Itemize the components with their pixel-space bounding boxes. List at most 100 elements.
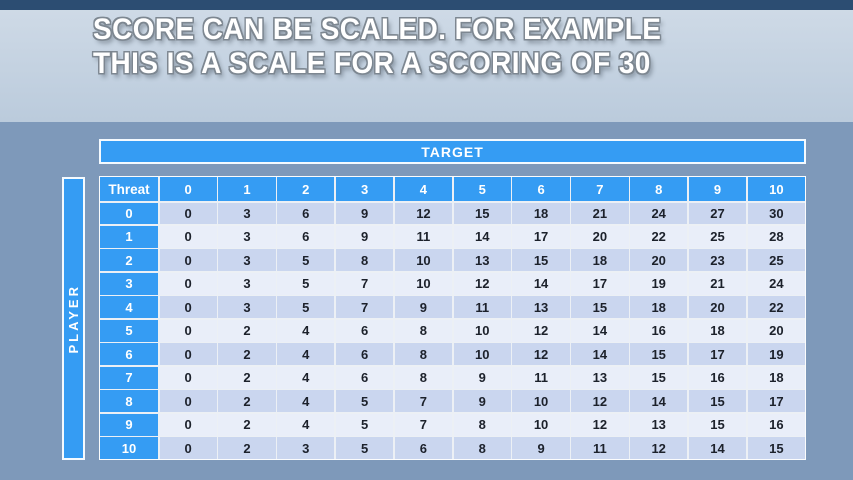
score-cell-r10-c5: 8 — [453, 437, 511, 459]
score-cell-r3-c5: 12 — [453, 272, 511, 295]
score-cell-r6-c8: 15 — [630, 343, 688, 366]
score-cell-r6-c6: 12 — [512, 343, 570, 366]
score-cell-r4-c3: 7 — [335, 296, 394, 319]
score-cell-r0-c2: 6 — [277, 202, 335, 225]
score-cell-r0-c9: 27 — [688, 202, 747, 225]
score-cell-r7-c4: 8 — [394, 366, 453, 389]
score-cell-r5-c6: 12 — [512, 319, 570, 342]
score-cell-r1-c5: 14 — [453, 225, 511, 248]
threat-row-header-0: 0 — [100, 202, 158, 225]
title-band: SCORE CAN BE SCALED. FOR EXAMPLE THIS IS… — [0, 10, 853, 122]
score-cell-r0-c0: 0 — [159, 202, 217, 225]
threat-row-header-9: 9 — [100, 413, 158, 436]
score-cell-r6-c9: 17 — [688, 343, 747, 366]
score-cell-r3-c6: 14 — [512, 272, 570, 295]
target-col-header-3: 3 — [335, 177, 394, 201]
score-cell-r7-c5: 9 — [453, 366, 511, 389]
score-cell-r6-c2: 4 — [277, 343, 335, 366]
score-cell-r10-c3: 5 — [335, 437, 394, 459]
score-cell-r5-c10: 20 — [747, 319, 805, 342]
target-col-header-9: 9 — [688, 177, 747, 201]
score-cell-r9-c7: 12 — [571, 413, 629, 436]
score-cell-r5-c1: 2 — [218, 319, 276, 342]
score-cell-r3-c3: 7 — [335, 272, 394, 295]
score-cell-r9-c6: 10 — [512, 413, 570, 436]
score-cell-r8-c9: 15 — [688, 390, 747, 413]
target-col-header-5: 5 — [453, 177, 511, 201]
score-cell-r1-c0: 0 — [159, 225, 217, 248]
score-cell-r9-c9: 15 — [688, 413, 747, 436]
score-cell-r6-c10: 19 — [747, 343, 805, 366]
score-cell-r3-c10: 24 — [747, 272, 805, 295]
score-cell-r7-c3: 6 — [335, 366, 394, 389]
score-cell-r0-c3: 9 — [335, 202, 394, 225]
threat-row-header-6: 6 — [100, 343, 158, 366]
score-cell-r10-c9: 14 — [688, 437, 747, 459]
score-cell-r2-c6: 15 — [512, 249, 570, 272]
title-line-1: SCORE CAN BE SCALED. FOR EXAMPLE — [93, 13, 662, 46]
threat-row-header-10: 10 — [100, 437, 158, 459]
target-col-header-0: 0 — [159, 177, 217, 201]
score-cell-r0-c5: 15 — [453, 202, 511, 225]
score-cell-r7-c6: 11 — [512, 366, 570, 389]
score-cell-r8-c5: 9 — [453, 390, 511, 413]
score-cell-r7-c9: 16 — [688, 366, 747, 389]
score-cell-r5-c0: 0 — [159, 319, 217, 342]
score-cell-r7-c1: 2 — [218, 366, 276, 389]
score-cell-r2-c4: 10 — [394, 249, 453, 272]
top-accent-bar — [0, 0, 853, 10]
score-cell-r4-c5: 11 — [453, 296, 511, 319]
score-cell-r3-c8: 19 — [630, 272, 688, 295]
score-cell-r5-c8: 16 — [630, 319, 688, 342]
score-cell-r8-c2: 4 — [277, 390, 335, 413]
threat-row-header-8: 8 — [100, 390, 158, 413]
score-cell-r10-c7: 11 — [571, 437, 629, 459]
score-cell-r4-c4: 9 — [394, 296, 453, 319]
score-cell-r1-c2: 6 — [277, 225, 335, 248]
score-cell-r8-c4: 7 — [394, 390, 453, 413]
target-col-header-10: 10 — [747, 177, 805, 201]
score-cell-r9-c5: 8 — [453, 413, 511, 436]
score-cell-r2-c10: 25 — [747, 249, 805, 272]
score-cell-r7-c0: 0 — [159, 366, 217, 389]
score-cell-r6-c4: 8 — [394, 343, 453, 366]
threat-row-header-2: 2 — [100, 249, 158, 272]
score-cell-r4-c10: 22 — [747, 296, 805, 319]
score-cell-r1-c6: 17 — [512, 225, 570, 248]
score-cell-r10-c8: 12 — [630, 437, 688, 459]
score-cell-r8-c10: 17 — [747, 390, 805, 413]
score-cell-r8-c7: 12 — [571, 390, 629, 413]
score-cell-r10-c10: 15 — [747, 437, 805, 459]
player-axis-header: PLAYER — [62, 177, 85, 460]
score-cell-r1-c10: 28 — [747, 225, 805, 248]
score-cell-r2-c1: 3 — [218, 249, 276, 272]
score-cell-r4-c7: 15 — [571, 296, 629, 319]
score-cell-r1-c1: 3 — [218, 225, 276, 248]
score-cell-r9-c8: 13 — [630, 413, 688, 436]
score-cell-r6-c3: 6 — [335, 343, 394, 366]
target-col-header-4: 4 — [394, 177, 453, 201]
score-cell-r7-c10: 18 — [747, 366, 805, 389]
score-cell-r2-c7: 18 — [571, 249, 629, 272]
score-cell-r10-c0: 0 — [159, 437, 217, 459]
score-cell-r1-c7: 20 — [571, 225, 629, 248]
score-cell-r0-c10: 30 — [747, 202, 805, 225]
score-cell-r1-c3: 9 — [335, 225, 394, 248]
score-cell-r5-c4: 8 — [394, 319, 453, 342]
threat-row-header-4: 4 — [100, 296, 158, 319]
target-col-header-7: 7 — [571, 177, 629, 201]
score-cell-r1-c8: 22 — [630, 225, 688, 248]
player-label: PLAYER — [66, 283, 81, 354]
score-cell-r1-c9: 25 — [688, 225, 747, 248]
score-cell-r2-c5: 13 — [453, 249, 511, 272]
score-cell-r9-c2: 4 — [277, 413, 335, 436]
score-cell-r0-c6: 18 — [512, 202, 570, 225]
score-cell-r2-c0: 0 — [159, 249, 217, 272]
score-cell-r7-c8: 15 — [630, 366, 688, 389]
target-axis-header: TARGET — [99, 139, 806, 164]
score-cell-r2-c2: 5 — [277, 249, 335, 272]
score-cell-r4-c9: 20 — [688, 296, 747, 319]
score-cell-r5-c7: 14 — [571, 319, 629, 342]
score-cell-r6-c7: 14 — [571, 343, 629, 366]
